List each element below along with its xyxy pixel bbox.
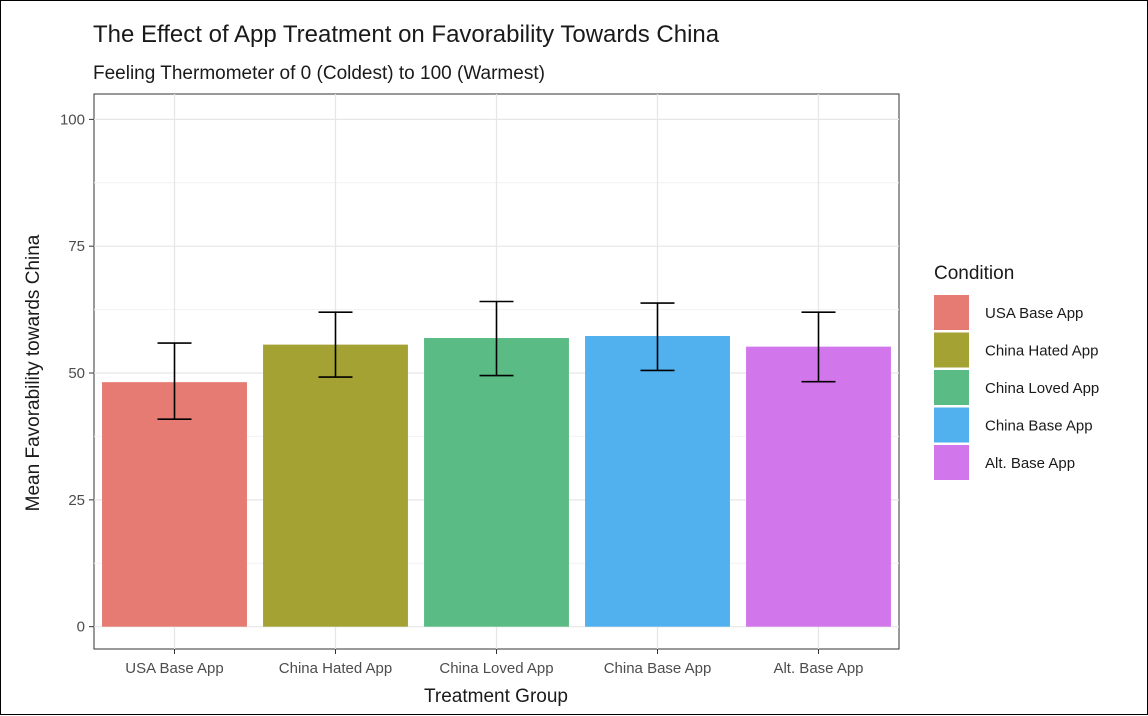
- bar-usa-base-app: [102, 382, 247, 627]
- legend-label: China Loved App: [985, 380, 1099, 397]
- chart-title: The Effect of App Treatment on Favorabil…: [93, 21, 720, 48]
- y-tick-label: 0: [77, 619, 85, 636]
- y-axis-title: Mean Favorability towards China: [23, 234, 44, 511]
- bar-china-base-app: [585, 335, 730, 627]
- x-tick-label: Alt. Base App: [773, 660, 863, 677]
- y-tick-label: 100: [60, 111, 85, 128]
- legend-label: China Base App: [985, 418, 1093, 435]
- bar-china-hated-app: [263, 344, 408, 627]
- x-tick-label: China Loved App: [439, 660, 553, 677]
- legend-title: Condition: [934, 263, 1014, 284]
- y-tick-label: 25: [68, 492, 85, 509]
- legend-swatch: [934, 370, 969, 405]
- y-tick-label: 75: [68, 238, 85, 255]
- x-axis-ticks: USA Base App China Hated App China Loved A…: [125, 649, 864, 677]
- legend-swatch: [934, 295, 969, 330]
- x-tick-label: China Hated App: [279, 660, 392, 677]
- bar-china-loved-app: [424, 338, 569, 627]
- legend-label: USA Base App: [985, 305, 1083, 322]
- legend-label: China Hated App: [985, 343, 1098, 360]
- legend-swatch: [934, 407, 969, 443]
- y-tick-label: 50: [68, 365, 85, 382]
- bars: [102, 335, 891, 627]
- y-axis-ticks: 0 25 50 75 100: [60, 111, 94, 636]
- legend: USA Base App China Hated App China Loved A…: [934, 295, 1099, 480]
- x-tick-label: China Base App: [604, 660, 712, 677]
- chart-subtitle: Feeling Thermometer of 0 (Coldest) to 10…: [93, 63, 545, 84]
- x-axis-title: Treatment Group: [424, 686, 568, 707]
- legend-swatch: [934, 445, 969, 480]
- x-tick-label: USA Base App: [125, 660, 223, 677]
- bar-alt-base-app: [746, 346, 891, 627]
- legend-swatch: [934, 332, 969, 368]
- error-bars: [157, 300, 836, 420]
- legend-label: Alt. Base App: [985, 455, 1075, 472]
